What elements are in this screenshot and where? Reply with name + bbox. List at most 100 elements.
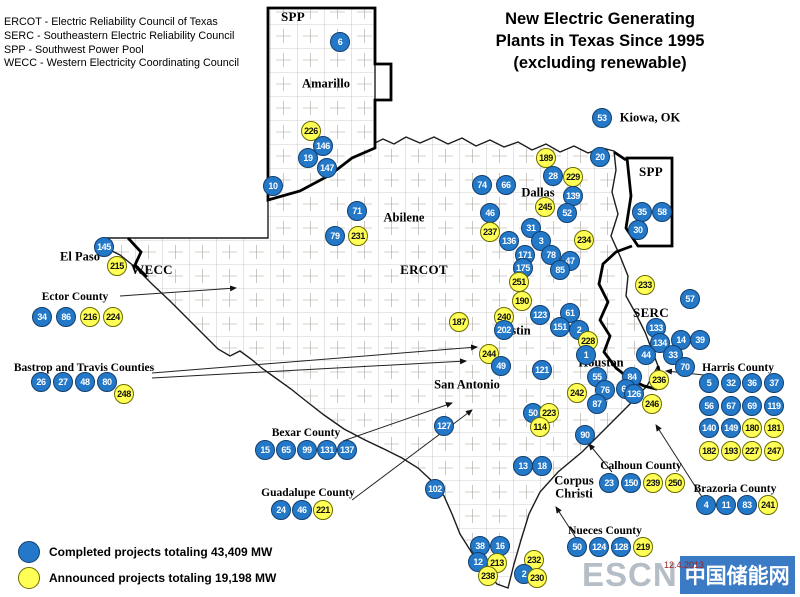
- completed-plant-marker-50: 50: [567, 537, 587, 557]
- title-line-3: (excluding renewable): [513, 54, 687, 72]
- announced-plant-marker-226: 226: [301, 121, 321, 141]
- label-calhoun-county: Calhoun County: [600, 460, 682, 472]
- completed-plant-marker-32: 32: [721, 373, 741, 393]
- label-harris-county: Harris County: [702, 362, 774, 374]
- announced-plant-marker-237: 237: [480, 222, 500, 242]
- announced-legend-row: Announced projects totaling 19,198 MW: [18, 565, 276, 591]
- announced-legend-label: Announced projects totaling 19,198 MW: [49, 571, 277, 585]
- completed-plant-marker-27: 27: [53, 372, 73, 392]
- completed-plant-marker-80: 80: [97, 372, 117, 392]
- completed-plant-marker-90: 90: [575, 425, 595, 445]
- completed-plant-marker-36: 36: [742, 373, 762, 393]
- completed-plant-marker-128: 128: [611, 537, 631, 557]
- announced-plant-marker-189: 189: [536, 148, 556, 168]
- completed-plant-marker-13: 13: [513, 456, 533, 476]
- completed-plant-marker-70: 70: [675, 357, 695, 377]
- completed-legend-icon: [18, 541, 40, 563]
- completed-plant-marker-121: 121: [532, 360, 552, 380]
- completed-plant-marker-46: 46: [480, 203, 500, 223]
- completed-plant-marker-28: 28: [543, 166, 563, 186]
- completed-plant-marker-83: 83: [737, 495, 757, 515]
- completed-plant-marker-69: 69: [742, 396, 762, 416]
- announced-plant-marker-247: 247: [764, 441, 784, 461]
- announced-plant-marker-224: 224: [103, 307, 123, 327]
- completed-plant-marker-85: 85: [550, 260, 570, 280]
- announced-plant-marker-193: 193: [721, 441, 741, 461]
- completed-plant-marker-57: 57: [680, 289, 700, 309]
- label-dallas: Dallas: [521, 185, 555, 200]
- completed-plant-marker-30: 30: [628, 220, 648, 240]
- completed-plant-marker-150: 150: [621, 473, 641, 493]
- ector-arrow: [119, 285, 237, 297]
- completed-plant-marker-23: 23: [599, 473, 619, 493]
- announced-plant-marker-248: 248: [114, 384, 134, 404]
- completed-plant-marker-10: 10: [263, 176, 283, 196]
- announced-plant-marker-234: 234: [574, 230, 594, 250]
- completed-plant-marker-37: 37: [764, 373, 784, 393]
- label-brazoria-county: Brazoria County: [693, 483, 777, 495]
- escn-watermark: ESCN 中国储能网: [582, 556, 795, 594]
- completed-plant-marker-86: 86: [56, 307, 76, 327]
- completed-plant-marker-202: 202: [494, 320, 514, 340]
- completed-plant-marker-44: 44: [636, 345, 656, 365]
- completed-plant-marker-52: 52: [557, 203, 577, 223]
- completed-plant-marker-56: 56: [699, 396, 719, 416]
- label-ector-county: Ector County: [41, 291, 109, 303]
- completed-plant-marker-123: 123: [530, 305, 550, 325]
- completed-plant-marker-1: 1: [576, 345, 596, 365]
- completed-plant-marker-11: 11: [716, 495, 736, 515]
- announced-plant-marker-241: 241: [758, 495, 778, 515]
- map-title: New Electric Generating Plants in Texas …: [438, 8, 762, 74]
- announced-plant-marker-251: 251: [509, 272, 529, 292]
- bastrop-arrow-1: [151, 344, 478, 374]
- completed-plant-marker-149: 149: [721, 418, 741, 438]
- label-spp: SPP: [280, 9, 306, 24]
- acronym-wecc: WECC - Western Electricity Coordinating …: [4, 57, 240, 70]
- completed-legend-row: Completed projects totaling 43,409 MW: [18, 539, 276, 565]
- label-christi: Christi: [555, 486, 593, 501]
- announced-plant-marker-229: 229: [563, 167, 583, 187]
- announced-plant-marker-245: 245: [535, 197, 555, 217]
- completed-plant-marker-67: 67: [721, 396, 741, 416]
- completed-plant-marker-58: 58: [652, 202, 672, 222]
- completed-plant-marker-131: 131: [317, 440, 337, 460]
- announced-plant-marker-236: 236: [649, 370, 669, 390]
- completed-plant-marker-99: 99: [297, 440, 317, 460]
- label-serc: SERC: [633, 305, 669, 320]
- completed-plant-marker-147: 147: [317, 158, 337, 178]
- completed-plant-marker-6: 6: [330, 32, 350, 52]
- completed-plant-marker-24: 24: [271, 500, 291, 520]
- completed-plant-marker-19: 19: [298, 148, 318, 168]
- announced-plant-marker-181: 181: [764, 418, 784, 438]
- label-wecc: WECC: [131, 262, 173, 277]
- announced-plant-marker-187: 187: [449, 312, 469, 332]
- announced-legend-icon: [18, 567, 40, 589]
- completed-plant-marker-39: 39: [690, 330, 710, 350]
- bexar-arrow: [342, 402, 453, 442]
- bastrop-arrow-2: [151, 358, 467, 379]
- label-el-paso: El Paso: [60, 249, 100, 264]
- announced-plant-marker-246: 246: [642, 394, 662, 414]
- completed-plant-marker-137: 137: [337, 440, 357, 460]
- label-guadalupe-county: Guadalupe County: [261, 487, 355, 499]
- completed-plant-marker-66: 66: [496, 175, 516, 195]
- wecc-boundary: [126, 237, 148, 278]
- date-code: 12.4.2013: [664, 560, 705, 570]
- label-san-antonio: San Antonio: [434, 377, 500, 392]
- spp-northeast-boundary: [624, 156, 674, 248]
- completed-plant-marker-35: 35: [632, 202, 652, 222]
- announced-plant-marker-215: 215: [107, 256, 127, 276]
- completed-plant-marker-26: 26: [31, 372, 51, 392]
- completed-plant-marker-20: 20: [590, 147, 610, 167]
- announced-plant-marker-114: 114: [530, 417, 550, 437]
- acronym-spp: SPP - Southwest Power Pool: [4, 43, 144, 56]
- announced-plant-marker-221: 221: [313, 500, 333, 520]
- announced-plant-marker-182: 182: [699, 441, 719, 461]
- nueces-arrow: [555, 506, 577, 539]
- region-acronym-legend: ERCOT - Electric Reliability Council of …: [4, 16, 239, 71]
- label-abilene: Abilene: [383, 210, 425, 225]
- announced-plant-marker-216: 216: [80, 307, 100, 327]
- acronym-serc: SERC - Southeastern Electric Reliability…: [4, 29, 235, 42]
- spp-panhandle-boundary: [266, 6, 393, 202]
- texas-outline: [103, 7, 659, 589]
